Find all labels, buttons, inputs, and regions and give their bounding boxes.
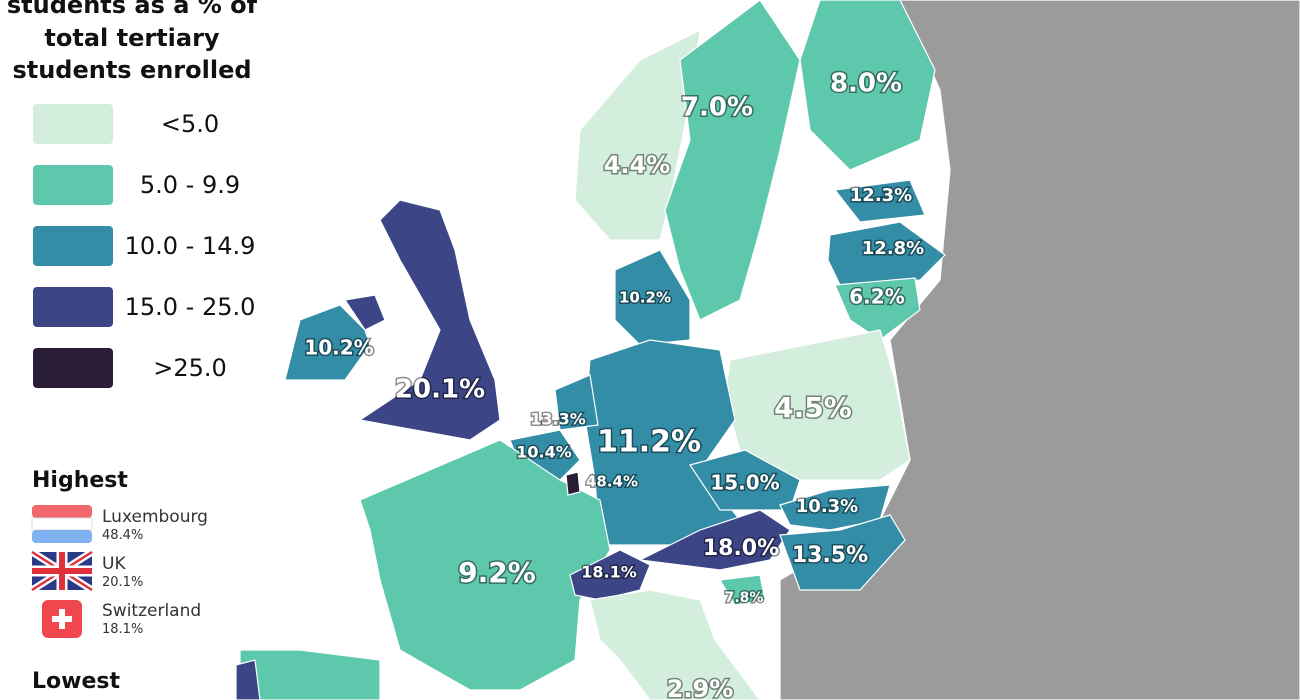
flag-switzerland — [52, 609, 72, 629]
ireland — [284, 304, 371, 381]
map-label: 7.8% — [725, 590, 764, 606]
map-label: 48.4% — [586, 473, 638, 491]
france — [359, 439, 611, 691]
uk — [358, 199, 501, 441]
map-label: 18.1% — [581, 563, 637, 582]
legend-swatch — [33, 226, 113, 266]
legend-label: <5.0 — [161, 110, 219, 138]
flag-luxembourg — [32, 530, 92, 543]
estonia — [833, 179, 926, 223]
legend-swatch — [33, 165, 113, 205]
flags — [30, 505, 94, 638]
highest-name: Luxembourg — [102, 507, 208, 527]
map-label: 10.3% — [796, 496, 858, 517]
map-label: 4.5% — [774, 391, 852, 424]
latvia — [827, 221, 946, 286]
map-label: 10.4% — [516, 443, 572, 462]
spain — [239, 649, 381, 700]
map-label: 18.0% — [703, 536, 779, 561]
lithuania — [834, 277, 921, 341]
title-line: students enrolled — [12, 56, 251, 84]
sweden — [664, 0, 801, 321]
legend-label: >25.0 — [153, 354, 227, 382]
austria — [637, 509, 791, 571]
flag-uk — [32, 552, 92, 590]
map-label: 12.3% — [850, 185, 912, 206]
title-line: students as a % of — [7, 0, 258, 19]
legend-label: 15.0 - 25.0 — [125, 293, 256, 321]
highest-name: UK — [102, 554, 126, 574]
legend-swatch — [33, 104, 113, 144]
portugal — [235, 659, 261, 700]
map-label: 4.4% — [604, 151, 671, 179]
map — [235, 0, 1300, 700]
flag-luxembourg — [31, 517, 93, 531]
map-label: 11.2% — [597, 425, 701, 460]
highest-value: 18.1% — [102, 622, 143, 637]
non-eu-land — [779, 0, 1300, 700]
luxembourg — [565, 471, 581, 496]
legend-swatch — [33, 348, 113, 388]
title-line: total tertiary — [44, 24, 220, 52]
netherlands — [554, 374, 599, 431]
highest-value: 20.1% — [102, 575, 143, 590]
map-label: 13.3% — [530, 410, 586, 429]
denmark — [614, 249, 691, 346]
legend-label: 10.0 - 14.9 — [125, 232, 256, 260]
italy — [589, 589, 761, 700]
map-label: 10.2% — [304, 336, 373, 360]
northern-ireland — [343, 294, 386, 331]
lowest-heading: Lowest — [32, 669, 120, 694]
map-label: 6.2% — [849, 285, 904, 309]
highest-value: 48.4% — [102, 528, 143, 543]
map-label: 10.2% — [619, 289, 671, 307]
map-label: 12.8% — [862, 238, 924, 259]
czechia — [689, 449, 801, 511]
slovenia — [719, 574, 766, 606]
legend-label: 5.0 - 9.9 — [140, 171, 240, 199]
map-label: 9.2% — [458, 556, 536, 589]
map-label: 15.0% — [710, 471, 779, 495]
map-label: 7.0% — [681, 93, 753, 123]
highest-name: Switzerland — [102, 601, 201, 621]
flag-luxembourg — [32, 505, 92, 518]
legend-swatch — [33, 287, 113, 327]
map-label: 2.9% — [667, 675, 734, 700]
hungary — [779, 514, 906, 591]
map-label: 13.5% — [792, 543, 868, 568]
map-label: 20.1% — [395, 375, 485, 405]
finland — [799, 0, 936, 171]
highest-heading: Highest — [32, 468, 128, 493]
map-label: 8.0% — [830, 69, 902, 99]
switzerland — [569, 549, 651, 601]
